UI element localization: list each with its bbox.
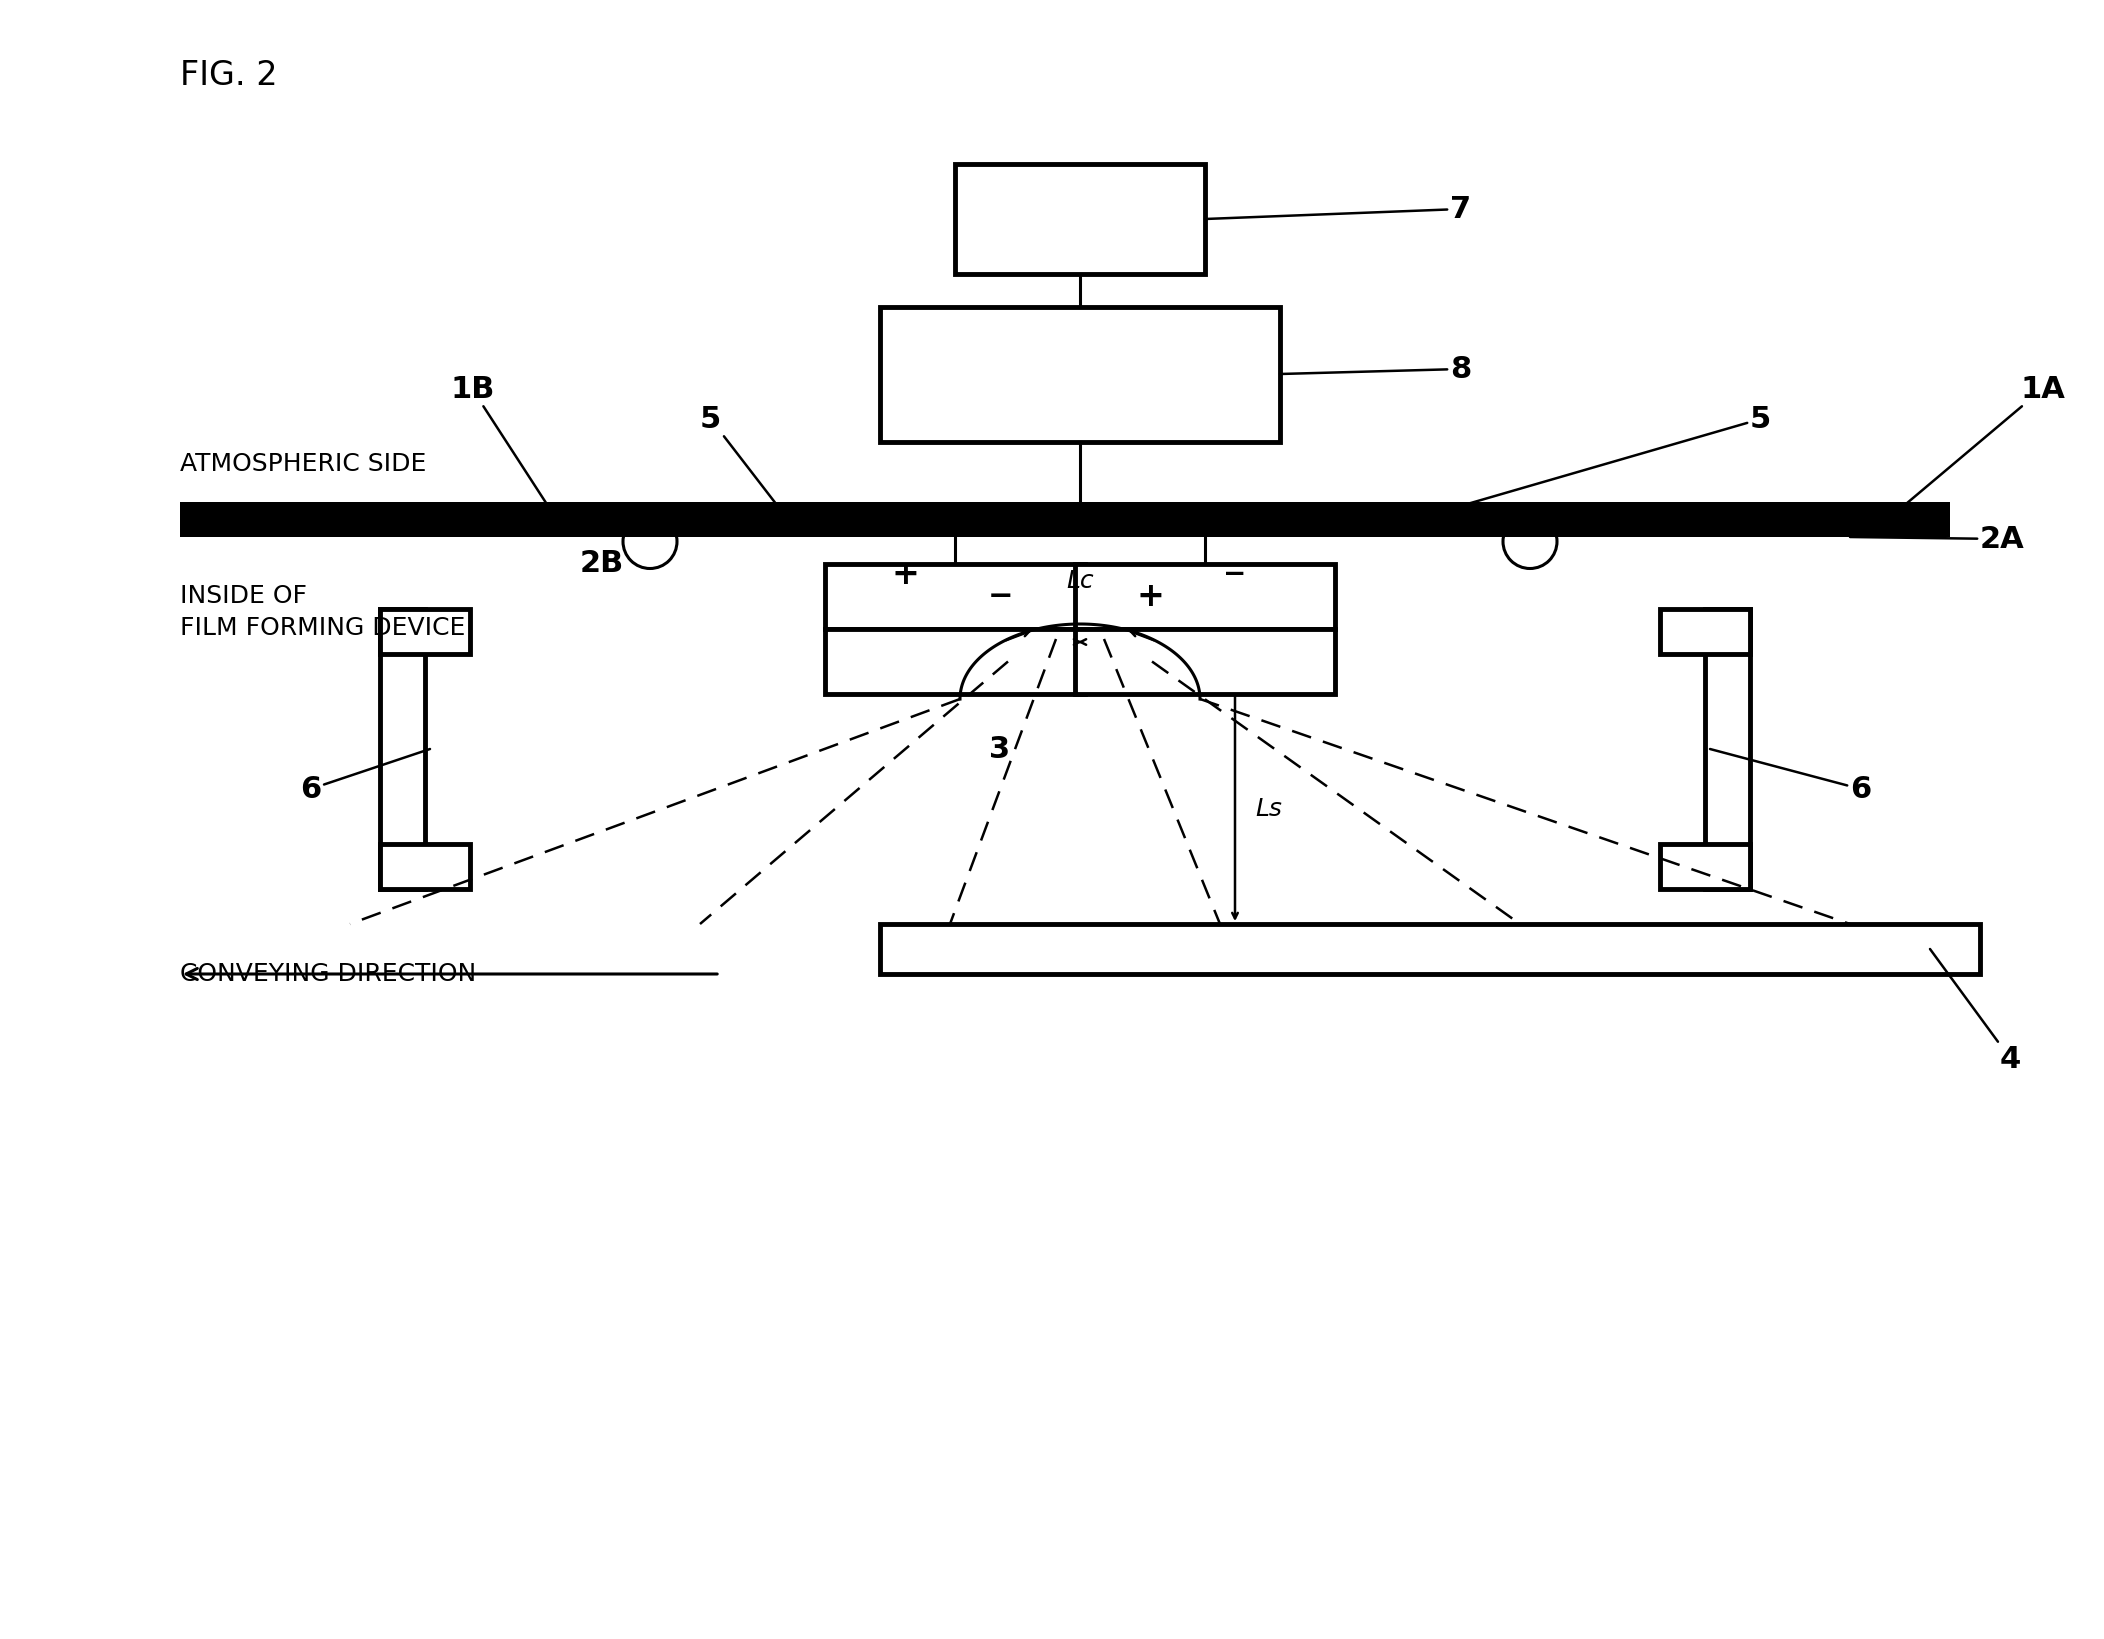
Bar: [1075, 629, 1336, 693]
Text: Lc: Lc: [1067, 569, 1094, 593]
Bar: [181, 502, 1950, 536]
Text: FIG. 2: FIG. 2: [181, 59, 278, 92]
Bar: [381, 610, 425, 888]
Text: 8: 8: [1279, 354, 1471, 384]
Text: 4: 4: [1929, 949, 2022, 1074]
Text: 7: 7: [1206, 195, 1471, 223]
Bar: [879, 924, 1980, 974]
Text: INSIDE OF
FILM FORMING DEVICE: INSIDE OF FILM FORMING DEVICE: [181, 583, 465, 639]
Text: −: −: [1222, 561, 1248, 588]
Text: +: +: [1136, 580, 1164, 613]
Bar: [955, 164, 1206, 274]
Bar: [1660, 610, 1751, 654]
Bar: [879, 306, 1279, 441]
Text: 5: 5: [701, 405, 781, 510]
Text: Ls: Ls: [1254, 797, 1281, 821]
Bar: [825, 564, 1086, 629]
Bar: [825, 629, 1086, 693]
Text: 6: 6: [1711, 749, 1870, 803]
Text: +: +: [892, 557, 919, 590]
Text: −: −: [987, 582, 1012, 611]
Text: 1A: 1A: [1900, 374, 2064, 510]
Bar: [381, 844, 469, 888]
Text: 6: 6: [301, 749, 429, 803]
Bar: [1704, 610, 1751, 888]
Text: CONVEYING DIRECTION: CONVEYING DIRECTION: [181, 962, 476, 987]
Bar: [1075, 564, 1336, 629]
Bar: [381, 610, 469, 654]
Text: 3: 3: [989, 734, 1010, 764]
Text: 1B: 1B: [450, 374, 549, 510]
Text: 5: 5: [1450, 405, 1772, 510]
Bar: [1660, 844, 1751, 888]
Text: ATMOSPHERIC SIDE: ATMOSPHERIC SIDE: [181, 452, 427, 475]
Text: 2B: 2B: [581, 549, 625, 579]
Text: 2A: 2A: [1849, 524, 2024, 554]
